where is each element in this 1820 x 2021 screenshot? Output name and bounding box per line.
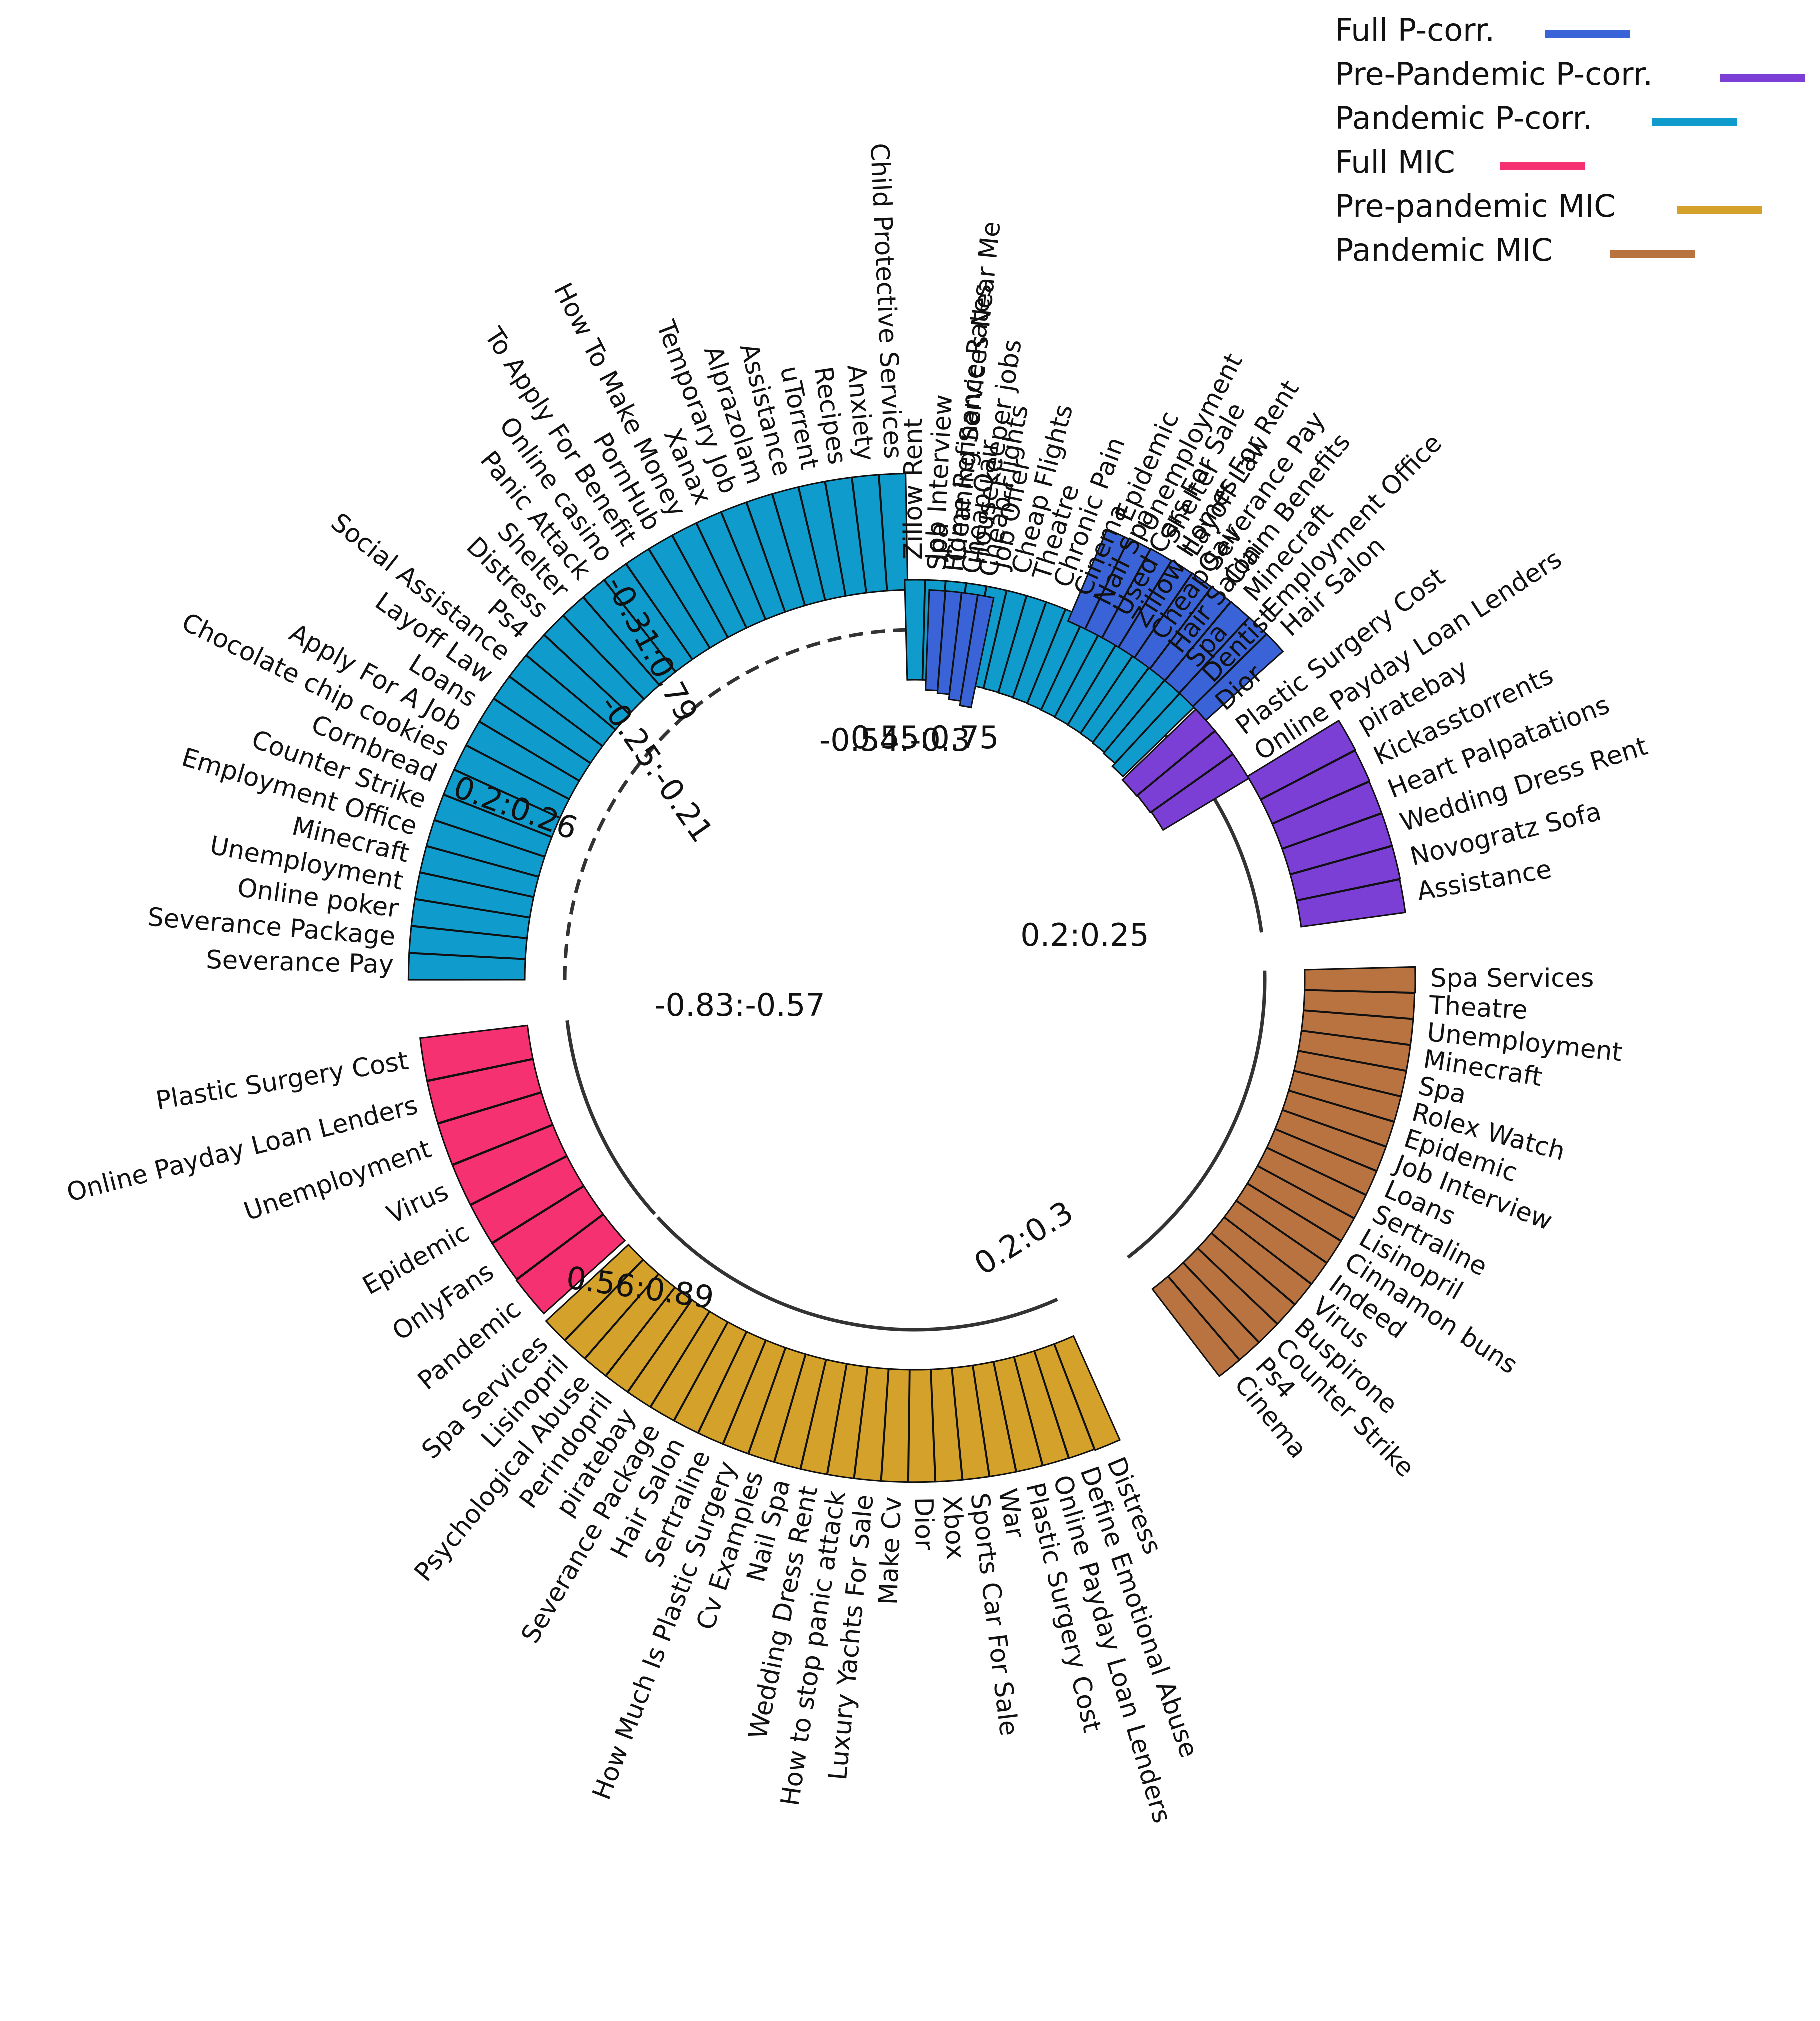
bar-pre_mic-dior [908, 1368, 936, 1484]
bar-full_mic-unemployment [437, 1092, 554, 1166]
category-label: Spa Services [1430, 964, 1594, 994]
range-label-8: -0.54:-0.3 [820, 722, 970, 758]
range-label-0: 0.55:0.75 [851, 720, 1000, 756]
range-label-1: 0.2:0.25 [1020, 917, 1150, 954]
bar-pan_mic-cinema [1152, 1276, 1241, 1378]
range-label-2: 0.2:0.3 [968, 1194, 1080, 1282]
range-arc-2 [566, 1020, 656, 1216]
legend-label-pre_pcorr: Pre-Pandemic P-corr. [1335, 56, 1653, 92]
bar-pre_mic-distress [1054, 1335, 1122, 1452]
category-label: Dior [908, 1497, 938, 1550]
bar-pre_pcorr-assistance [1296, 878, 1406, 928]
bar-full_pcorr-hair-salon [1192, 633, 1284, 722]
range-arc-1 [656, 1216, 1058, 1332]
legend-label-full_pcorr: Full P-corr. [1335, 12, 1495, 48]
bars [408, 472, 1416, 1484]
category-label: Spa [922, 522, 954, 572]
bar-pre_mic-spa-services [545, 1244, 644, 1342]
legend-label-full_mic: Full MIC [1335, 144, 1456, 180]
category-label: Xbox [936, 1495, 970, 1560]
category-label: Make Cv [874, 1496, 908, 1606]
category-label: Severance Pay [206, 946, 394, 980]
legend-label-pre_mic: Pre-pandemic MIC [1335, 188, 1616, 224]
bar-full_mic-virus [452, 1124, 568, 1206]
bar-pan_pcorr-zillow-rent [904, 579, 926, 681]
bar-pan_mic-spa-services [1304, 966, 1416, 994]
range-label-4: -0.83:-0.57 [654, 987, 826, 1024]
bar-full_mic-online-payday-loan-lenders [426, 1058, 542, 1124]
bar-pre_pcorr-online-payday-loan-lenders [1150, 754, 1250, 832]
category-label: Theatre [1428, 991, 1528, 1026]
bar-full_mic-epidemic [470, 1156, 585, 1244]
legend-label-pan_mic: Pandemic MIC [1335, 232, 1553, 268]
category-label: Virus [382, 1177, 453, 1230]
bar-full_pcorr-cheap-flights [959, 594, 995, 709]
bar-full_mic-pandemic [516, 1214, 626, 1315]
bar-full_mic-plastic-surgery-cost [419, 1024, 534, 1082]
category-label: Online Payday Loan Lenders [64, 1091, 421, 1208]
bar-pan_pcorr-child-protective-services [878, 472, 909, 592]
bar-full_mic-onlyfans [491, 1185, 604, 1280]
legend: Full P-corr. Pre-Pandemic P-corr. Pandemic… [1335, 12, 1805, 268]
range-arc-0 [1126, 970, 1267, 1260]
range-arc-5 [1212, 796, 1264, 933]
category-label: Zillow Rent [899, 418, 928, 560]
legend-label-pan_pcorr: Pandemic P-corr. [1335, 100, 1592, 136]
range-arc-3 [563, 628, 909, 980]
